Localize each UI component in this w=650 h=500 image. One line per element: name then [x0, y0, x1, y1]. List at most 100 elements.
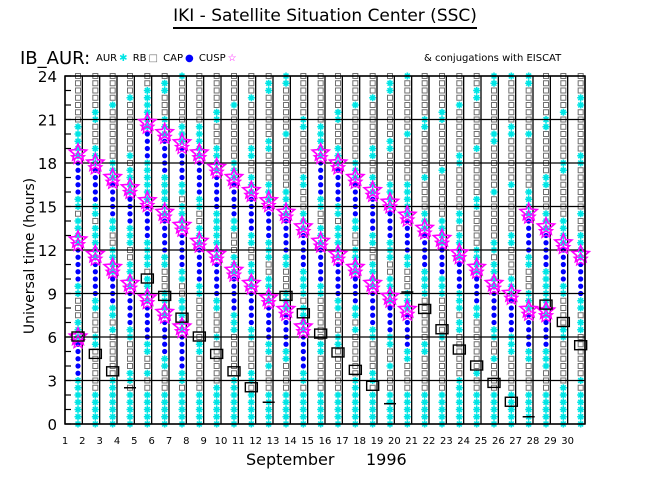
rb-mark	[577, 181, 584, 188]
rb-mark	[196, 87, 203, 94]
aur-mark	[542, 217, 550, 225]
aur-mark	[126, 369, 134, 377]
rb-mark	[196, 102, 203, 108]
aur-mark	[334, 304, 342, 312]
cusp-star	[277, 305, 295, 322]
rb-mark	[213, 131, 220, 137]
aur-mark	[91, 210, 99, 218]
rb-mark	[421, 152, 428, 159]
rb-mark	[75, 312, 81, 319]
aur-mark	[282, 210, 290, 218]
aur-mark	[525, 195, 533, 203]
aur-mark	[299, 282, 307, 290]
aur-mark	[299, 304, 307, 312]
rb-mark	[421, 109, 428, 116]
cap-mark	[266, 232, 272, 239]
cap-mark	[422, 240, 428, 246]
aur-mark	[351, 326, 359, 334]
cap-mark	[144, 225, 150, 231]
x-tick-label: 5	[131, 436, 137, 447]
aur-mark	[542, 398, 550, 406]
rb-mark	[473, 138, 480, 145]
rb-mark	[317, 297, 324, 304]
cap-mark	[543, 240, 549, 246]
rb-mark	[421, 312, 428, 319]
rb-mark	[317, 102, 324, 108]
cap-mark	[526, 225, 532, 231]
aur-mark	[421, 340, 429, 348]
aur-mark	[230, 261, 238, 268]
cap-mark	[248, 312, 254, 318]
cusp-star	[156, 208, 173, 225]
rb-mark	[491, 123, 497, 130]
cusp-star	[188, 141, 210, 162]
aur-mark	[438, 413, 446, 421]
aur-mark	[109, 406, 117, 413]
rb-mark	[577, 384, 584, 391]
aur-mark	[178, 391, 186, 399]
cap-mark	[387, 218, 393, 224]
rb-mark	[283, 370, 289, 377]
rb-mark	[127, 355, 133, 362]
aur-mark	[473, 391, 481, 399]
rb-mark	[491, 210, 497, 217]
aur-mark	[91, 239, 99, 247]
aur-mark	[455, 406, 463, 413]
conjugation-note: & conjugations with EISCAT	[424, 53, 562, 64]
y-tick-label: 6	[47, 329, 57, 347]
cusp-star	[483, 272, 505, 293]
cap-mark	[179, 174, 185, 181]
rb-mark	[439, 152, 445, 159]
aur-mark	[143, 239, 151, 247]
rb-mark	[369, 254, 376, 261]
aur-mark	[126, 413, 134, 421]
rb-mark	[92, 370, 99, 377]
cap-mark	[387, 211, 393, 217]
cap-mark	[318, 269, 324, 275]
rb-mark	[387, 268, 393, 275]
cap-mark	[248, 319, 254, 326]
aur-mark	[317, 406, 325, 413]
cap-mark	[127, 196, 133, 202]
cap-mark	[300, 363, 306, 369]
aur-mark	[265, 391, 273, 399]
rb-mark	[439, 363, 445, 369]
rb-mark	[404, 276, 411, 282]
cap-mark	[439, 254, 445, 260]
rb-mark	[127, 363, 133, 369]
rb-mark	[491, 94, 497, 101]
rb-mark	[456, 370, 463, 377]
aur-mark	[577, 326, 585, 334]
cusp-star	[485, 279, 503, 296]
aur-mark	[299, 217, 307, 225]
aur-mark	[525, 355, 533, 363]
aur-mark	[178, 326, 186, 334]
aur-mark	[351, 304, 359, 312]
rb-mark	[525, 370, 532, 377]
cusp-star	[69, 236, 87, 252]
aur-mark	[265, 87, 273, 94]
cusp-star	[379, 285, 401, 306]
cusp-star	[258, 286, 280, 307]
aur-mark	[109, 217, 117, 225]
rb-mark	[525, 167, 532, 174]
rb-mark	[369, 102, 376, 108]
cap-mark	[231, 211, 237, 217]
cap-mark	[162, 341, 168, 347]
aur-mark	[421, 174, 429, 181]
rb-mark	[283, 152, 289, 159]
rb-mark	[560, 138, 567, 145]
aur-mark	[317, 282, 325, 290]
aur-mark	[351, 224, 359, 232]
cusp-star	[362, 272, 384, 293]
rb-mark	[283, 109, 289, 116]
cap-mark	[266, 319, 272, 326]
rb-mark	[404, 123, 411, 130]
aur-mark	[230, 101, 238, 109]
rb-mark	[525, 102, 532, 108]
aur-mark	[161, 210, 169, 218]
aur-mark	[213, 398, 221, 406]
aur-mark	[126, 232, 134, 239]
cusp-star	[206, 243, 228, 264]
legend: AUR ✱ RB □ CAP ● CUSP ☆	[96, 53, 239, 64]
